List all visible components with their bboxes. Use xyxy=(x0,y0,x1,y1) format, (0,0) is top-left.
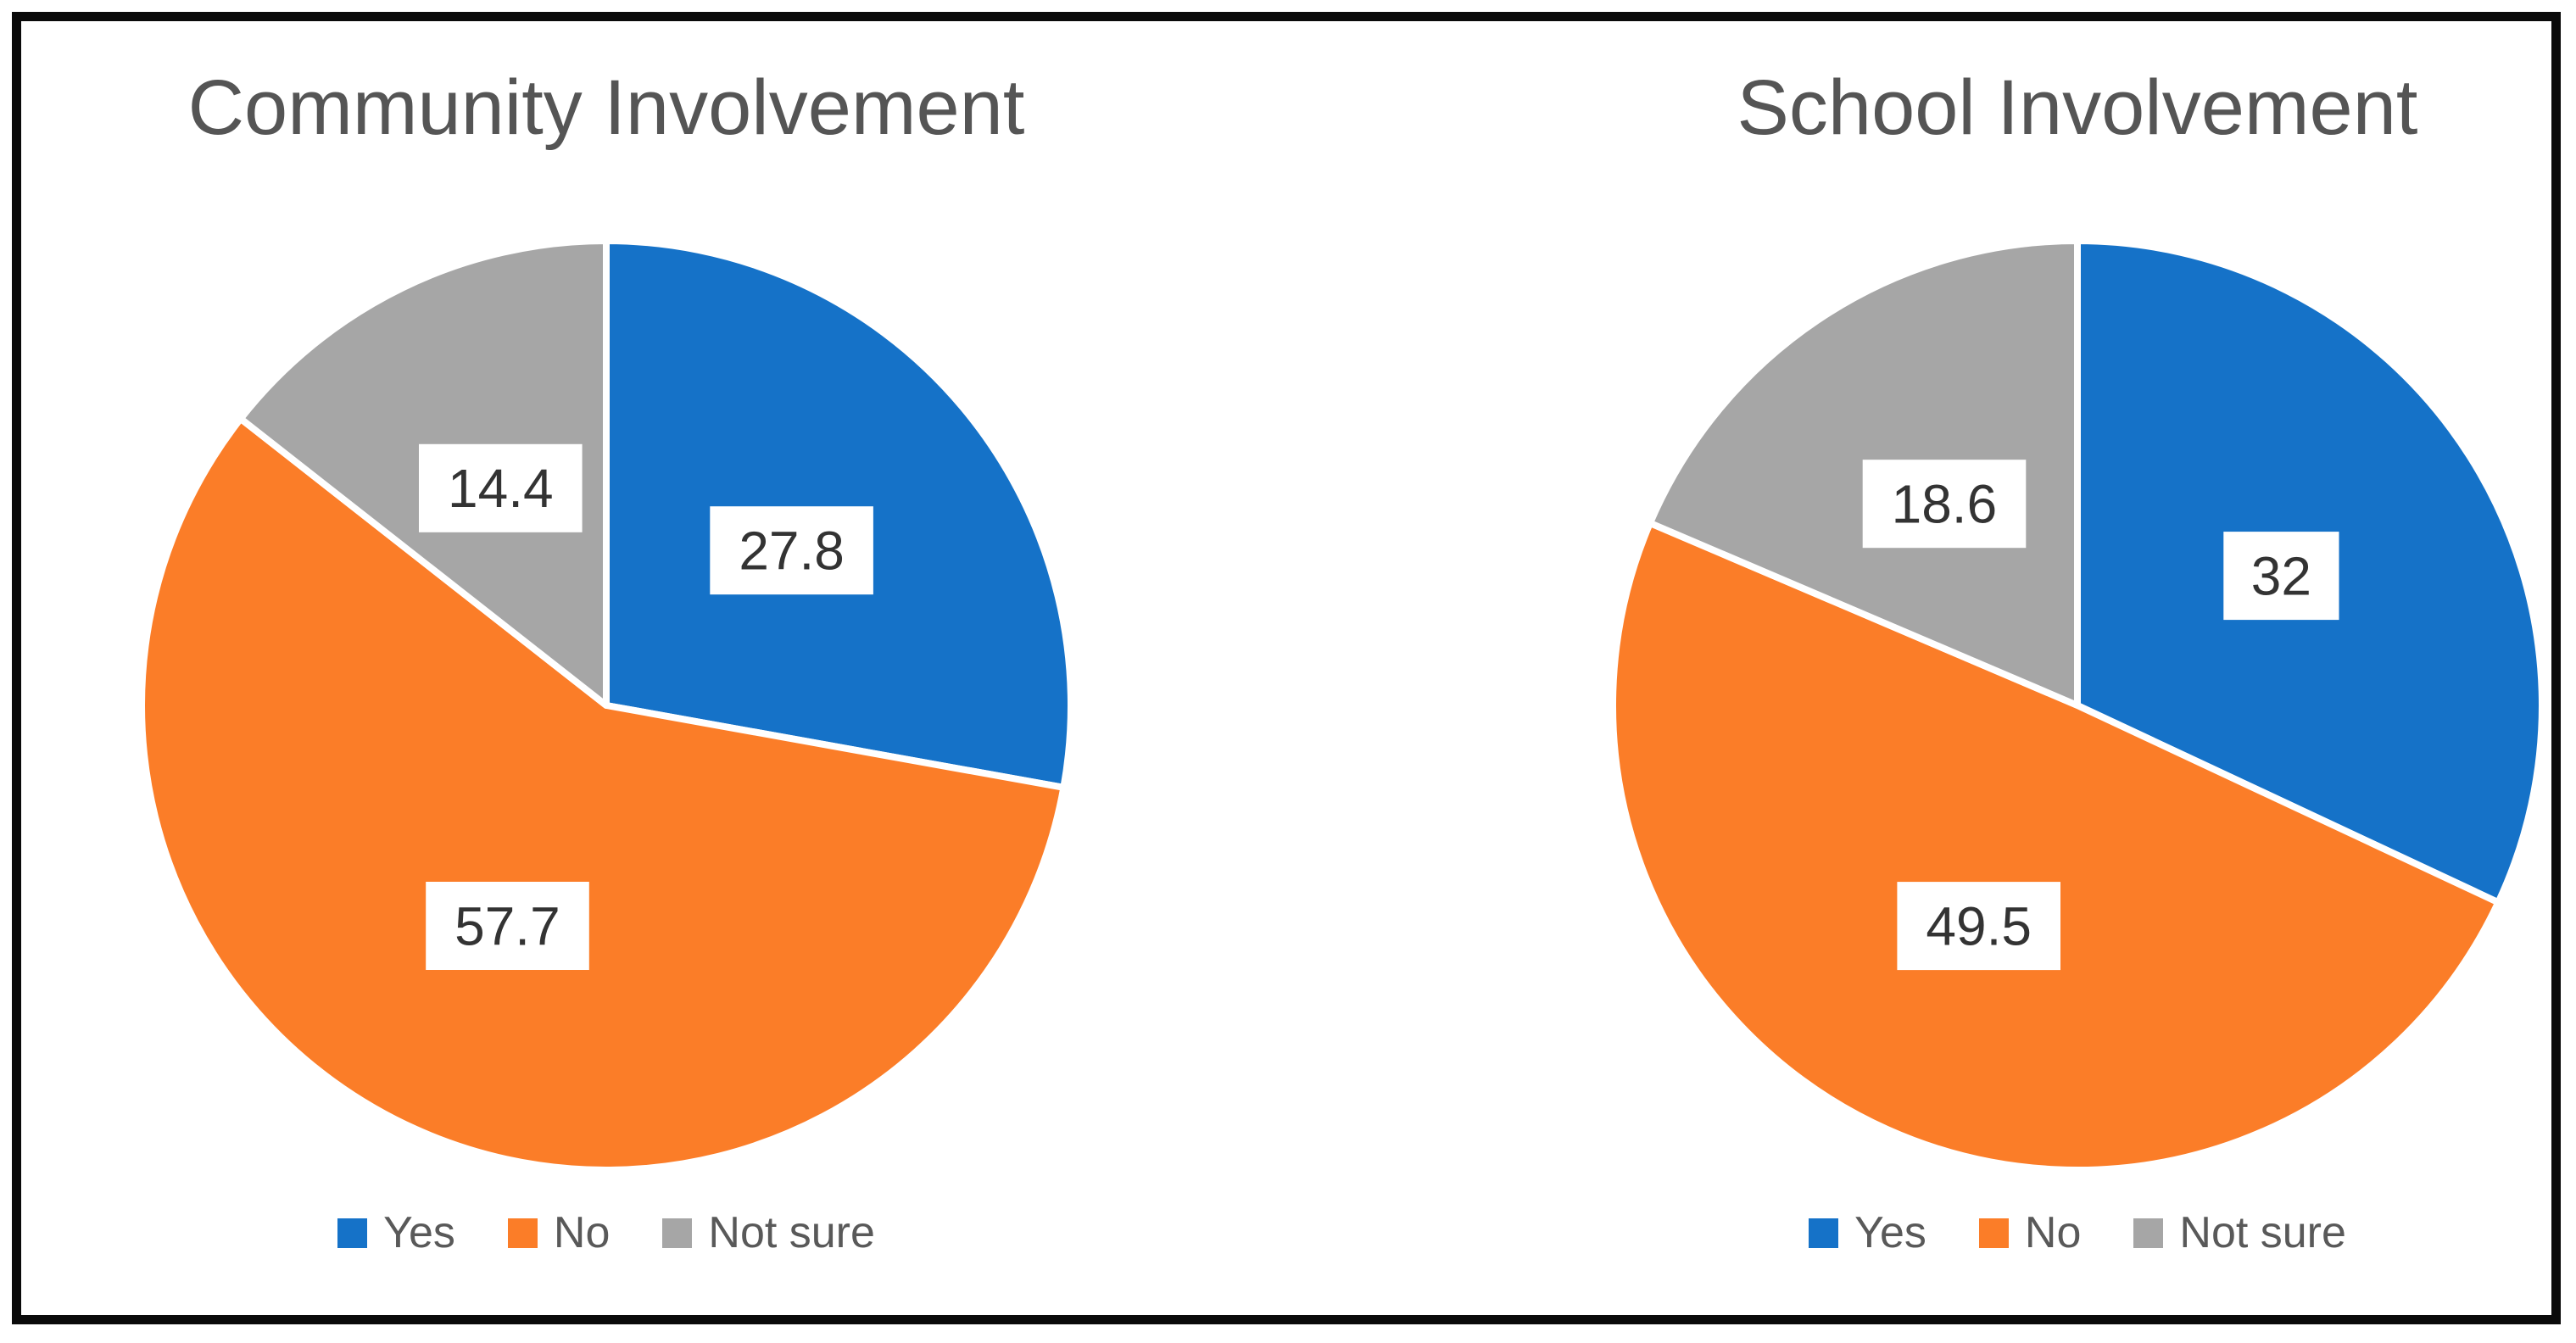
data-label-value: 32 xyxy=(2251,546,2311,607)
legend-swatch-not-sure xyxy=(662,1218,693,1248)
legend-swatch-yes xyxy=(337,1218,368,1248)
data-label-no: 49.5 xyxy=(1897,882,2060,971)
legend-label-yes: Yes xyxy=(383,1208,455,1257)
legend-item-yes: Yes xyxy=(1809,1207,1926,1258)
legend-item-no: No xyxy=(507,1207,611,1258)
data-label-yes: 32 xyxy=(2223,532,2339,621)
chart-title-school: School Involvement xyxy=(1737,64,2418,151)
data-label-value: 49.5 xyxy=(1926,896,2032,957)
data-label-value: 27.8 xyxy=(739,521,845,582)
legend-label-no: No xyxy=(2024,1208,2082,1257)
community-involvement-chart: Community Involvement 27.8 57.7 14.4 Yes No… xyxy=(131,0,1081,1343)
legend-swatch-no xyxy=(507,1218,538,1248)
legend-item-no: No xyxy=(1978,1207,2082,1258)
data-label-value: 57.7 xyxy=(454,895,560,956)
pie-slice-no xyxy=(1609,519,2502,1173)
legend-label-no: No xyxy=(553,1208,611,1257)
data-label-not-sure: 14.4 xyxy=(419,443,583,532)
data-label-box xyxy=(1862,460,2027,549)
data-label-value: 18.6 xyxy=(1892,474,1998,535)
school-involvement-chart: School Involvement 32 49.5 18.6 Yes No Not s… xyxy=(1603,0,2552,1343)
chart-title-community: Community Involvement xyxy=(187,64,1025,151)
legend-label-yes: Yes xyxy=(1854,1208,1926,1257)
data-label-yes: 27.8 xyxy=(710,506,873,595)
data-label-value: 14.4 xyxy=(448,458,554,519)
data-label-not-sure: 18.6 xyxy=(1862,460,2027,549)
legend-item-not-sure: Not sure xyxy=(2133,1207,2346,1258)
legend-swatch-no xyxy=(1978,1218,2009,1248)
legend-item-not-sure: Not sure xyxy=(662,1207,875,1258)
data-label-box xyxy=(1897,882,2060,971)
data-label-box xyxy=(426,882,589,970)
legend-school: Yes No Not sure xyxy=(1603,1207,2552,1258)
legend-label-not-sure: Not sure xyxy=(2179,1208,2346,1257)
data-label-no: 57.7 xyxy=(426,882,589,970)
school-pie: 32 49.5 18.6 xyxy=(1609,237,2545,1173)
legend-swatch-not-sure xyxy=(2133,1218,2164,1248)
pie-slice-no xyxy=(138,415,1068,1173)
legend-label-not-sure: Not sure xyxy=(708,1208,875,1257)
community-pie: 27.8 57.7 14.4 xyxy=(138,237,1074,1173)
data-label-box xyxy=(710,506,873,595)
legend-swatch-yes xyxy=(1809,1218,1839,1248)
legend-item-yes: Yes xyxy=(337,1207,455,1258)
data-label-box xyxy=(419,443,583,532)
data-label-box xyxy=(2223,532,2339,621)
legend-community: Yes No Not sure xyxy=(131,1207,1081,1258)
